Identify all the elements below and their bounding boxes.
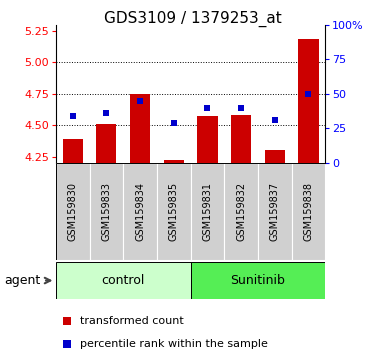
Bar xyxy=(191,163,224,260)
Bar xyxy=(265,150,285,163)
Bar xyxy=(197,116,218,163)
Bar xyxy=(130,94,150,163)
Bar xyxy=(231,115,251,163)
Text: agent: agent xyxy=(4,274,40,287)
Bar xyxy=(56,262,191,299)
Text: GSM159831: GSM159831 xyxy=(203,182,213,241)
Bar xyxy=(258,163,292,260)
Bar xyxy=(56,163,89,260)
Text: Sunitinib: Sunitinib xyxy=(231,274,285,287)
Bar xyxy=(298,39,318,163)
Text: percentile rank within the sample: percentile rank within the sample xyxy=(80,339,268,349)
Bar xyxy=(224,163,258,260)
Text: GSM159830: GSM159830 xyxy=(68,182,78,241)
Bar xyxy=(164,160,184,163)
Text: GSM159832: GSM159832 xyxy=(236,182,246,241)
Text: GSM159835: GSM159835 xyxy=(169,182,179,241)
Bar xyxy=(96,124,116,163)
Bar xyxy=(123,163,157,260)
Bar xyxy=(292,163,325,260)
Bar xyxy=(191,262,325,299)
Bar xyxy=(89,163,123,260)
Text: control: control xyxy=(102,274,145,287)
Text: GSM159837: GSM159837 xyxy=(270,182,280,241)
Text: GSM159834: GSM159834 xyxy=(135,182,145,241)
Text: GDS3109 / 1379253_at: GDS3109 / 1379253_at xyxy=(104,11,281,27)
Text: GSM159838: GSM159838 xyxy=(303,182,313,241)
Text: GSM159833: GSM159833 xyxy=(101,182,111,241)
Text: transformed count: transformed count xyxy=(80,316,184,326)
Bar xyxy=(157,163,191,260)
Bar xyxy=(62,139,83,163)
